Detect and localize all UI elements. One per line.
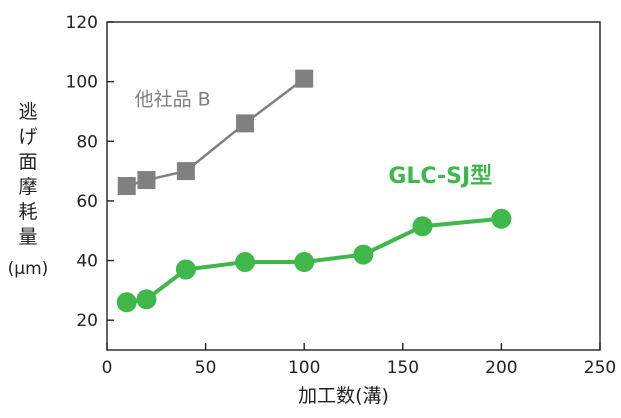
data-point	[353, 244, 374, 265]
series-layer	[116, 69, 512, 313]
y-axis-label-main: 逃げ面摩耗量	[18, 101, 37, 248]
axes	[106, 21, 601, 351]
x-tick-label: 150	[387, 358, 419, 378]
y-tick-label: 20	[76, 311, 98, 331]
data-point	[116, 292, 137, 313]
x-tick-label: 50	[195, 358, 217, 378]
data-point	[117, 177, 136, 195]
data-point	[412, 216, 433, 237]
data-point	[235, 252, 256, 273]
data-point	[136, 289, 157, 310]
y-axis-label: 逃げ面摩耗量 (μm)	[8, 101, 49, 279]
x-tick-label: 250	[584, 358, 616, 378]
y-tick-label: 60	[76, 192, 98, 212]
y-tick-label: 100	[66, 73, 98, 93]
series-glc-sj	[116, 208, 512, 313]
y-axis-label-unit: (μm)	[8, 259, 49, 279]
series-label-competitor-b: 他社品 B	[135, 88, 211, 110]
data-point	[236, 114, 255, 133]
x-tick-label: 200	[485, 358, 517, 378]
data-point	[295, 69, 314, 88]
series-competitor-b	[117, 69, 314, 195]
data-point	[294, 252, 315, 273]
y-tick-label: 120	[66, 13, 98, 33]
data-point	[137, 171, 156, 190]
y-tick-label: 40	[76, 252, 98, 272]
data-point	[176, 162, 195, 181]
data-point	[175, 259, 196, 280]
data-point	[491, 208, 512, 229]
x-tick-label: 0	[102, 358, 113, 378]
y-tick-label: 80	[76, 132, 98, 152]
x-axis-label: 加工数(溝)	[298, 385, 389, 407]
series-label-glc-sj: GLC-SJ型	[388, 164, 492, 189]
x-tick-label: 100	[288, 358, 320, 378]
plot-frame	[106, 21, 601, 351]
labels-layer: 0 50 100 150 200 250 20 40 60 80 100 120 加工数(溝) 逃げ面摩耗…	[8, 13, 617, 407]
